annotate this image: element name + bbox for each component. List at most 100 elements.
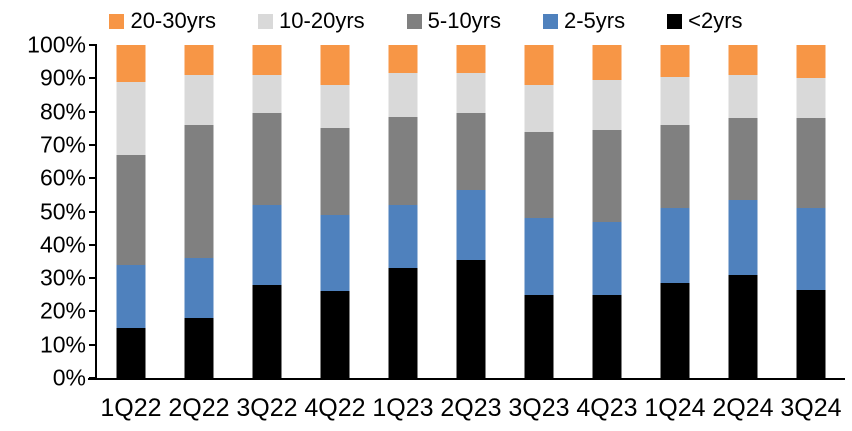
legend-item-2yrs: <2yrs: [667, 8, 743, 33]
y-axis-tick: [89, 210, 97, 213]
bar-segment-10-20yrs: [320, 84, 350, 129]
legend-item-10-20yrs: 10-20yrs: [258, 10, 365, 32]
bar-segment-10-20yrs: [184, 75, 214, 125]
legend-item-20-30yrs: 20-30yrs: [109, 10, 216, 32]
bar-segment-10-20yrs: [252, 75, 282, 114]
bar-segment-2yrs: [388, 268, 418, 378]
bar-segment-2-5yrs: [320, 214, 350, 292]
bar-segment-2yrs: [660, 283, 690, 378]
y-axis-tick-label: 20%: [39, 297, 86, 324]
bar-1q23: [388, 45, 418, 378]
bar-segment-5-10yrs: [524, 131, 554, 219]
bar-slot-1q23: [369, 45, 437, 378]
y-axis-tick-label: 0%: [52, 364, 86, 391]
bar-4q22: [320, 45, 350, 378]
x-axis-label-3q24: 3Q24: [780, 394, 842, 422]
bar-slot-2q24: [709, 45, 777, 378]
bar-slot-2q23: [437, 45, 505, 378]
y-axis-tick-label: 70%: [39, 131, 86, 158]
y-axis-tick-label: 30%: [39, 264, 86, 291]
bar-segment-20-30yrs: [252, 45, 282, 76]
bar-segment-2yrs: [456, 259, 486, 378]
bar-segment-10-20yrs: [660, 76, 690, 125]
x-axis-label-4q22: 4Q22: [304, 394, 366, 422]
y-axis-tick: [89, 177, 97, 180]
legend-label: 10-20yrs: [279, 8, 365, 33]
x-axis-line: [88, 378, 845, 380]
bar-3q23: [524, 45, 554, 378]
bar-segment-10-20yrs: [796, 78, 826, 119]
bar-segment-20-30yrs: [320, 45, 350, 85]
bar-segment-5-10yrs: [660, 124, 690, 209]
bar-segment-10-20yrs: [388, 73, 418, 117]
bar-segment-20-30yrs: [796, 45, 826, 79]
y-axis-line: [95, 44, 97, 380]
legend-item-2-5yrs: 2-5yrs: [543, 10, 625, 32]
bar-segment-5-10yrs: [320, 128, 350, 215]
bar-segment-5-10yrs: [116, 154, 146, 265]
x-axis-label-1q22: 1Q22: [100, 394, 162, 422]
bar-segment-2yrs: [184, 318, 214, 378]
bar-segment-10-20yrs: [116, 81, 146, 155]
bar-slot-4q23: [573, 45, 641, 378]
x-axis-label-4q23: 4Q23: [576, 394, 638, 422]
bar-segment-5-10yrs: [456, 113, 486, 190]
bar-segment-2yrs: [252, 284, 282, 378]
bar-segment-2-5yrs: [592, 221, 622, 295]
y-axis-tick-label: 60%: [39, 164, 86, 191]
bar-segment-5-10yrs: [388, 116, 418, 205]
bar-2q24: [728, 45, 758, 378]
bar-segment-2yrs: [796, 289, 826, 378]
bar-3q24: [796, 45, 826, 378]
legend-swatch-20-30yrs-icon: [109, 13, 125, 29]
legend-label: 20-30yrs: [130, 8, 217, 33]
bar-2q22: [184, 45, 214, 378]
bar-segment-2-5yrs: [456, 189, 486, 260]
y-axis-tick: [89, 243, 97, 246]
bar-segment-2-5yrs: [796, 208, 826, 290]
y-axis-tick-label: 40%: [39, 231, 86, 258]
y-axis-tick-label: 80%: [39, 98, 86, 125]
bar-segment-20-30yrs: [728, 45, 758, 75]
bar-segment-10-20yrs: [456, 73, 486, 114]
bar-segment-5-10yrs: [184, 124, 214, 259]
bar-2q23: [456, 45, 486, 378]
x-axis-labels: 1Q22 2Q22 3Q22 4Q22 1Q23 2Q23 3Q23 4Q23 1Q24 2Q24…: [97, 396, 845, 421]
bar-segment-2yrs: [116, 328, 146, 378]
x-axis-label-1q24: 1Q24: [644, 394, 706, 422]
y-axis-tick: [89, 143, 97, 146]
bar-segment-10-20yrs: [728, 75, 758, 119]
bar-segment-2-5yrs: [524, 218, 554, 295]
y-axis-tick: [89, 110, 97, 113]
x-axis-label-3q22: 3Q22: [236, 394, 298, 422]
bar-1q24: [660, 45, 690, 378]
legend-swatch-2yrs-icon: [667, 13, 683, 29]
legend-item-5-10yrs: 5-10yrs: [406, 10, 501, 32]
bar-slot-3q23: [505, 45, 573, 378]
bar-segment-2yrs: [524, 294, 554, 378]
y-axis-tick: [89, 277, 97, 280]
y-axis-tick-label: 90%: [39, 64, 86, 91]
legend-swatch-5-10yrs-icon: [406, 13, 422, 29]
y-axis-tick-label: 100%: [27, 31, 86, 58]
bar-slot-3q22: [233, 45, 301, 378]
bar-segment-20-30yrs: [524, 45, 554, 85]
bar-slot-1q24: [641, 45, 709, 378]
bar-segment-20-30yrs: [184, 45, 214, 75]
bar-segment-10-20yrs: [592, 80, 622, 130]
bar-segment-2-5yrs: [728, 199, 758, 275]
x-axis-label-1q23: 1Q23: [372, 394, 434, 422]
x-axis-label-2q23: 2Q23: [440, 394, 502, 422]
x-axis-label-3q23: 3Q23: [508, 394, 570, 422]
bar-segment-2yrs: [320, 291, 350, 378]
y-axis-tick: [89, 343, 97, 346]
bar-segment-20-30yrs: [592, 45, 622, 80]
bar-segment-20-30yrs: [456, 45, 486, 74]
legend-label: <2yrs: [688, 8, 743, 33]
bar-segment-20-30yrs: [660, 45, 690, 77]
bar-segment-5-10yrs: [252, 113, 282, 205]
bar-slot-2q22: [165, 45, 233, 378]
bar-segment-20-30yrs: [116, 45, 146, 82]
legend-swatch-10-20yrs-icon: [258, 13, 274, 29]
